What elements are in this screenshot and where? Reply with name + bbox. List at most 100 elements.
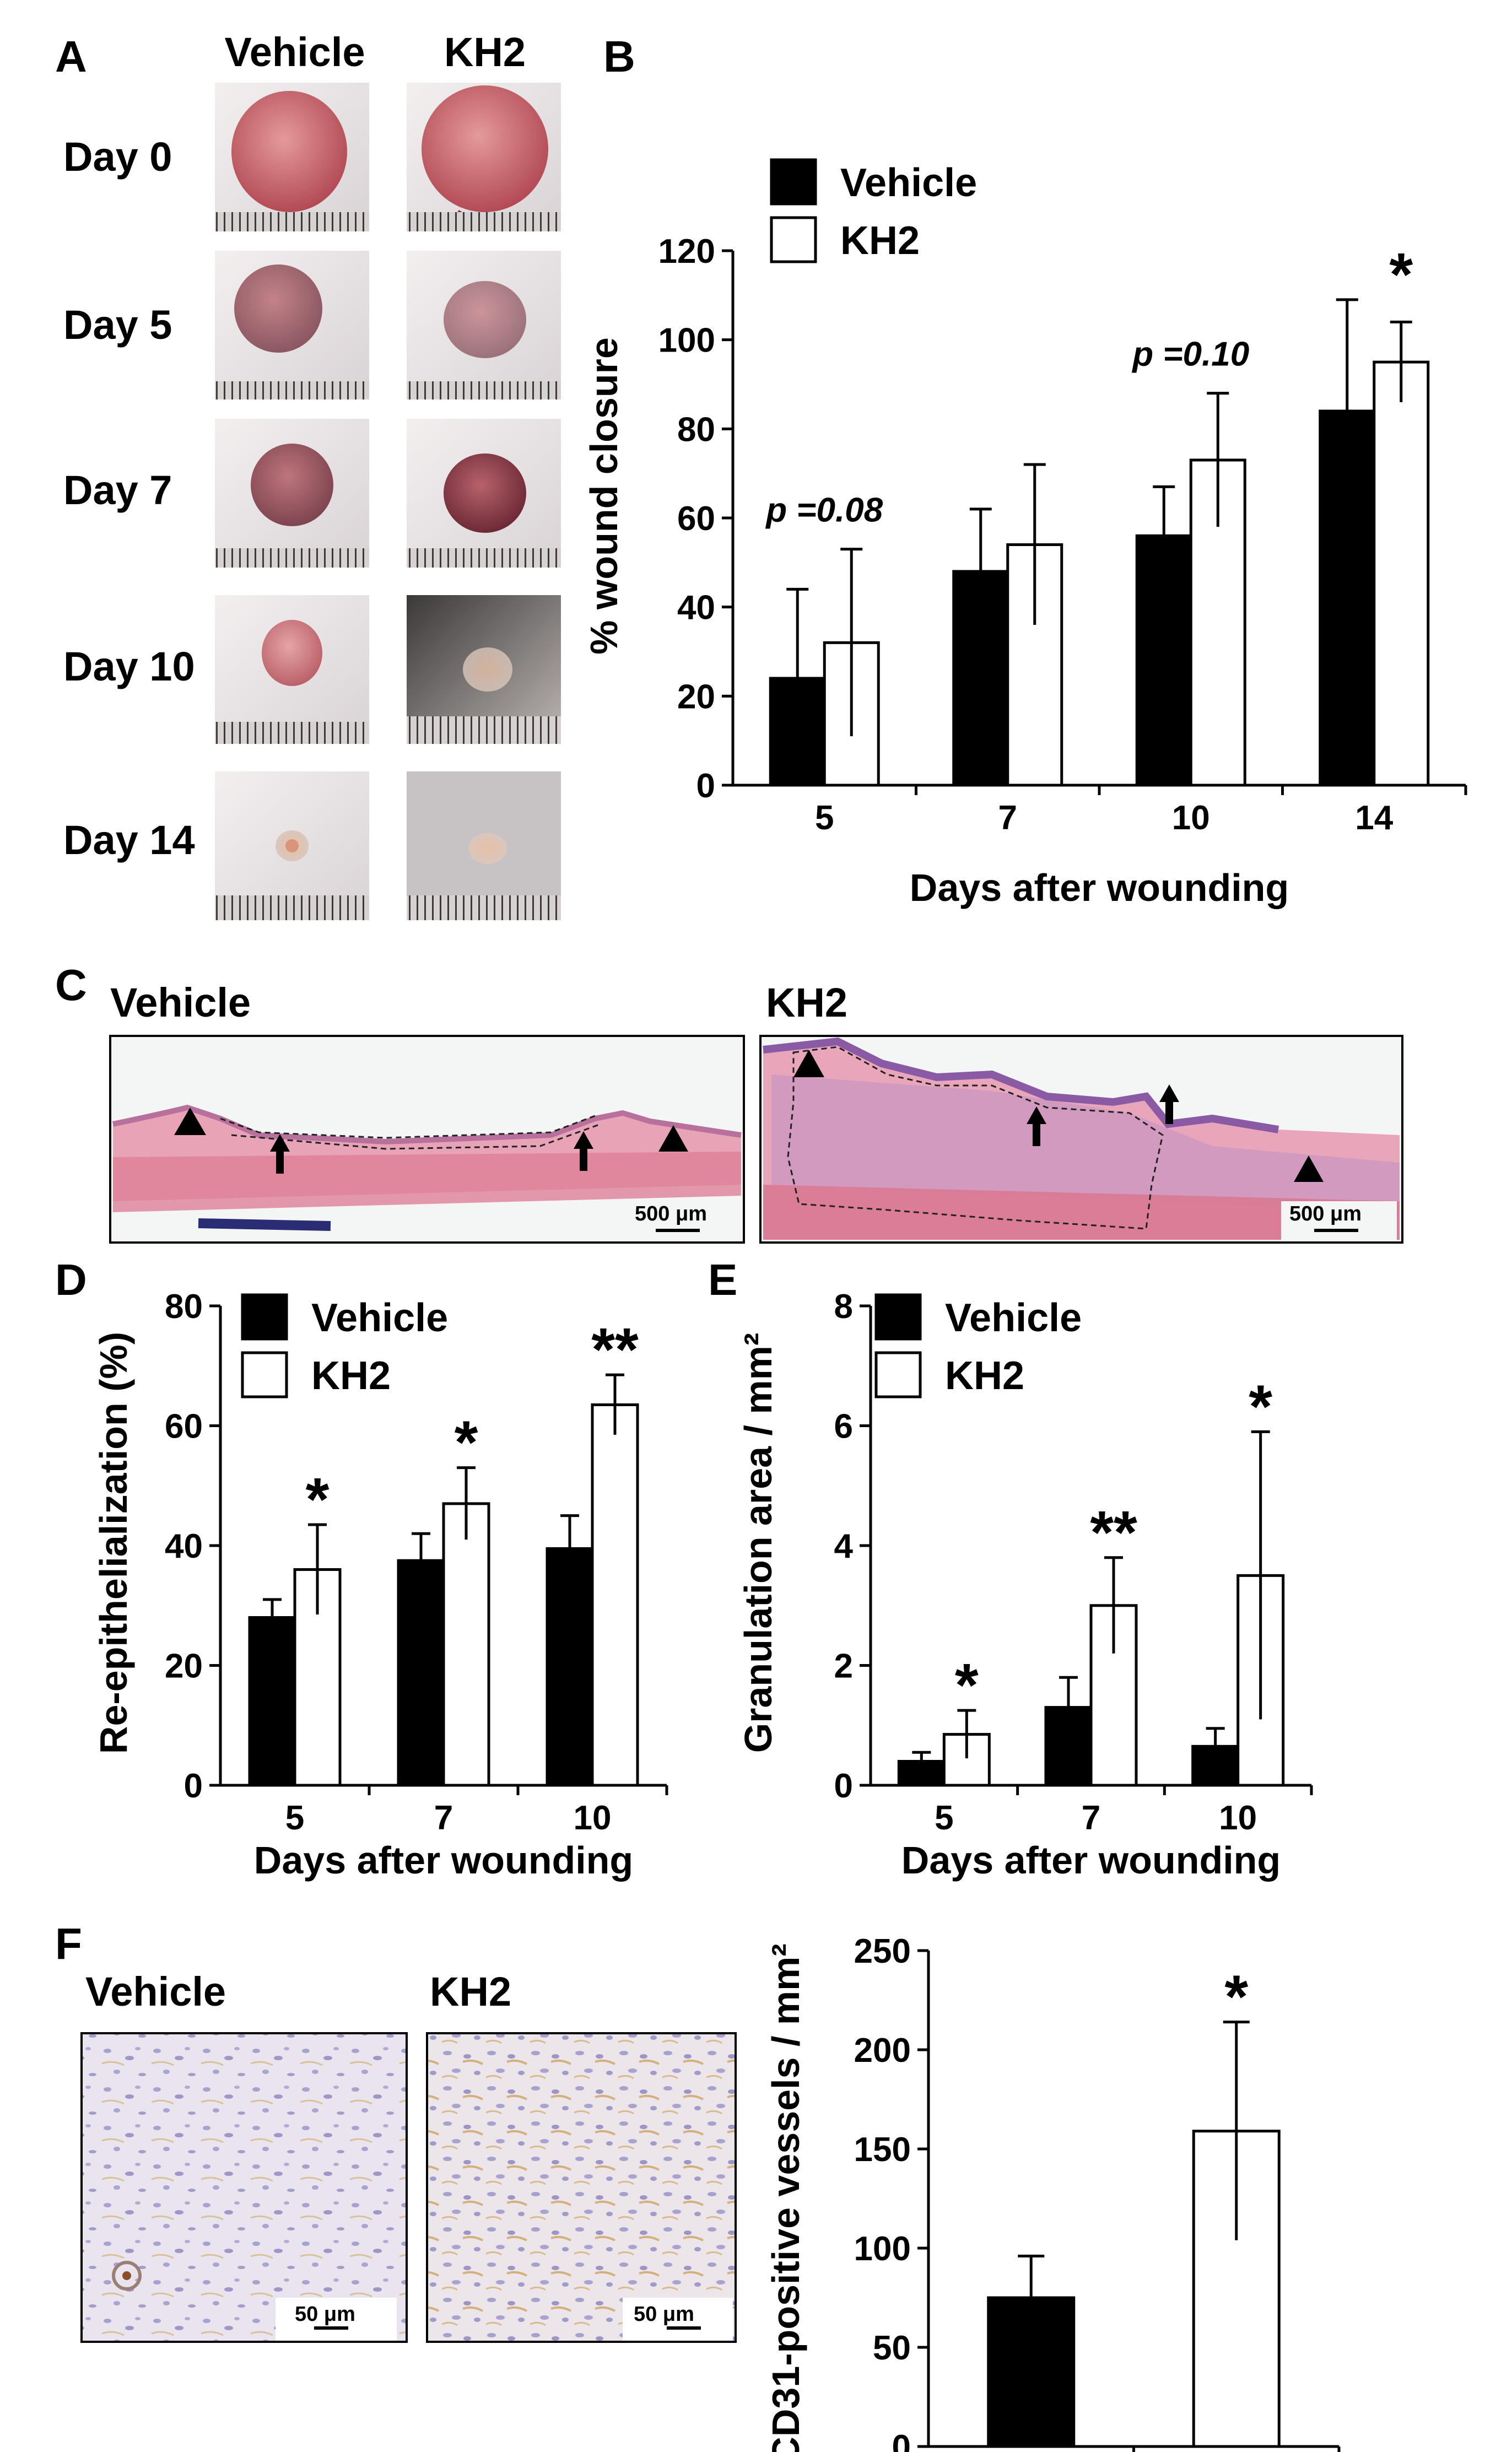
- histology-vehicle: 500 μm: [109, 1035, 745, 1244]
- chart-e: 0 2 4 6 8 5 * 7 ** 10 * Days after wounding Granulat…: [737, 1288, 1313, 1882]
- chart-d-legend-swatch-vehicle: [241, 1293, 288, 1341]
- panel-label-d: D: [55, 1255, 87, 1304]
- panel-label-f: F: [55, 1919, 82, 1968]
- chart-b-xtick-label-5: 5: [815, 799, 834, 837]
- chart-b-xtick-label-7: 7: [998, 799, 1017, 837]
- chart-d-annotation-7: *: [455, 1409, 478, 1477]
- chart-e-legend-label-kh2: KH2: [945, 1354, 1024, 1398]
- chart-d-xtick-label-5: 5: [285, 1799, 304, 1837]
- chart-d-bar-kh2-10: [591, 1403, 639, 1787]
- chart-b-ylabel: % wound closure: [582, 337, 625, 655]
- chart-e-annotation-10: *: [1249, 1373, 1272, 1440]
- panel-a-row-day10: Day 10: [63, 644, 195, 689]
- scale-text-f-vehicle: 50 μm: [295, 2303, 355, 2326]
- chart-f-ytick-label: 0: [892, 2428, 911, 2452]
- chart-b-ytick-label: 80: [677, 411, 715, 449]
- ihc-image-vehicle: 50 μm: [80, 2032, 408, 2343]
- chart-f-ytick-label: 100: [854, 2230, 911, 2268]
- scale-text-c-kh2: 500 μm: [1289, 1202, 1362, 1225]
- wound-photo-vehicle-day0: [215, 83, 369, 231]
- panel-a-row-day0: Day 0: [63, 134, 172, 180]
- chart-e-annotation-5: *: [955, 1651, 979, 1719]
- chart-b-annotation-14: *: [1389, 241, 1413, 309]
- wound-photo-kh2-day10: [407, 595, 561, 744]
- panel-label-c: C: [55, 960, 87, 1009]
- chart-b: 0 20 40 60 80 100 120 5 p =0.08 7 10 p =0.10 14 * Days…: [582, 158, 1467, 909]
- chart-d-xlabel: Days after wounding: [254, 1839, 633, 1882]
- chart-f-annotation-kh2: *: [1224, 1963, 1248, 2031]
- chart-b-annotation-10: p =0.10: [1131, 336, 1249, 374]
- panel-label-b: B: [603, 32, 635, 81]
- panel-label-a: A: [55, 32, 87, 81]
- scale-text-c-vehicle: 500 μm: [635, 1202, 707, 1225]
- chart-d-ytick-label: 80: [165, 1288, 203, 1326]
- scale-text-f-kh2: 50 μm: [634, 2303, 694, 2326]
- panel-c-title-vehicle: Vehicle: [110, 980, 251, 1025]
- wound-photo-vehicle-day5: [215, 251, 369, 399]
- chart-d-annotation-10: **: [591, 1316, 639, 1384]
- chart-d-legend-label-kh2: KH2: [311, 1354, 391, 1398]
- chart-e-ytick-label: 2: [834, 1648, 853, 1686]
- chart-b-ytick-label: 20: [677, 678, 715, 716]
- chart-d-ytick-label: 40: [165, 1527, 203, 1565]
- chart-b-xtick-label-10: 10: [1172, 799, 1210, 837]
- chart-b-ytick-label: 120: [658, 233, 715, 271]
- wound-photo-kh2-day0: [407, 83, 561, 231]
- wound-photo-kh2-day7: [407, 419, 561, 568]
- chart-b-legend-swatch-kh2: [770, 216, 817, 263]
- chart-d-bar-kh2-7: [442, 1502, 490, 1787]
- chart-f: 050100150200250VehicleKH2*CD31-positive …: [764, 1932, 1341, 2452]
- panel-a-col-kh2: KH2: [444, 29, 526, 75]
- chart-b-xtick-label-14: 14: [1355, 799, 1393, 837]
- chart-d: 0 20 40 60 80 5 * 7 * 10 ** Days after wounding Re-e…: [92, 1288, 668, 1882]
- chart-e-legend-label-vehicle: Vehicle: [945, 1296, 1082, 1340]
- chart-f-ytick-label: 250: [854, 1932, 911, 1970]
- chart-e-xtick-label-5: 5: [935, 1799, 953, 1837]
- chart-f-ytick-label: 150: [854, 2131, 911, 2169]
- panel-a-row-day5: Day 5: [63, 302, 172, 348]
- chart-b-ytick-label: 40: [677, 589, 715, 627]
- chart-b-ytick-label: 0: [696, 767, 715, 805]
- panel-f-title-vehicle: Vehicle: [85, 1969, 226, 2014]
- chart-f-ytick-label: 50: [873, 2329, 911, 2367]
- panel-a-row-day14: Day 14: [63, 817, 195, 863]
- wound-photo-vehicle-day10: [215, 595, 369, 744]
- chart-b-xlabel: Days after wounding: [910, 866, 1289, 909]
- chart-b-ytick-label: 100: [658, 322, 715, 360]
- chart-e-legend-swatch-kh2: [874, 1351, 922, 1398]
- panel-label-e: E: [708, 1255, 737, 1304]
- chart-e-xtick-label-10: 10: [1219, 1799, 1257, 1837]
- wound-photo-vehicle-day14: [215, 771, 369, 920]
- chart-d-legend-swatch-kh2: [241, 1351, 288, 1398]
- wound-photo-vehicle-day7: [215, 419, 369, 568]
- chart-e-xlabel: Days after wounding: [901, 1839, 1281, 1882]
- chart-b-bar-kh2-14: [1373, 360, 1430, 787]
- panel-c-title-kh2: KH2: [766, 980, 847, 1025]
- histology-kh2: 500 μm: [759, 1035, 1403, 1244]
- chart-e-ytick-label: 0: [834, 1767, 853, 1805]
- chart-e-annotation-7: **: [1090, 1499, 1137, 1567]
- chart-d-ytick-label: 20: [165, 1648, 203, 1686]
- chart-e-legend-swatch-vehicle: [874, 1293, 922, 1341]
- wound-photo-kh2-day5: [407, 251, 561, 399]
- chart-d-ytick-label: 0: [184, 1767, 203, 1805]
- chart-e-ytick-label: 8: [834, 1288, 853, 1326]
- ihc-image-kh2: 50 μm: [426, 2032, 737, 2343]
- chart-d-xtick-label-10: 10: [574, 1799, 612, 1837]
- chart-b-legend-label-kh2: KH2: [840, 219, 920, 263]
- chart-d-legend-label-vehicle: Vehicle: [311, 1296, 448, 1340]
- chart-e-ylabel: Granulation area / mm²: [737, 1333, 780, 1753]
- chart-f-ylabel: CD31-positive vessels / mm²: [764, 1943, 807, 2452]
- chart-d-bar-vehicle-10: [546, 1547, 594, 1787]
- chart-d-ytick-label: 60: [165, 1408, 203, 1446]
- panel-f-title-kh2: KH2: [430, 1969, 511, 2014]
- panel-a-col-vehicle: Vehicle: [224, 29, 365, 75]
- chart-e-xtick-label-7: 7: [1082, 1799, 1100, 1837]
- chart-f-ytick-label: 200: [854, 2032, 911, 2070]
- chart-e-ytick-label: 6: [834, 1408, 853, 1446]
- chart-e-ytick-label: 4: [834, 1527, 854, 1565]
- chart-d-xtick-label-7: 7: [434, 1799, 453, 1837]
- panel-a-row-day7: Day 7: [63, 467, 172, 513]
- chart-b-annotation-5: p =0.08: [765, 492, 883, 530]
- chart-d-annotation-5: *: [306, 1466, 330, 1533]
